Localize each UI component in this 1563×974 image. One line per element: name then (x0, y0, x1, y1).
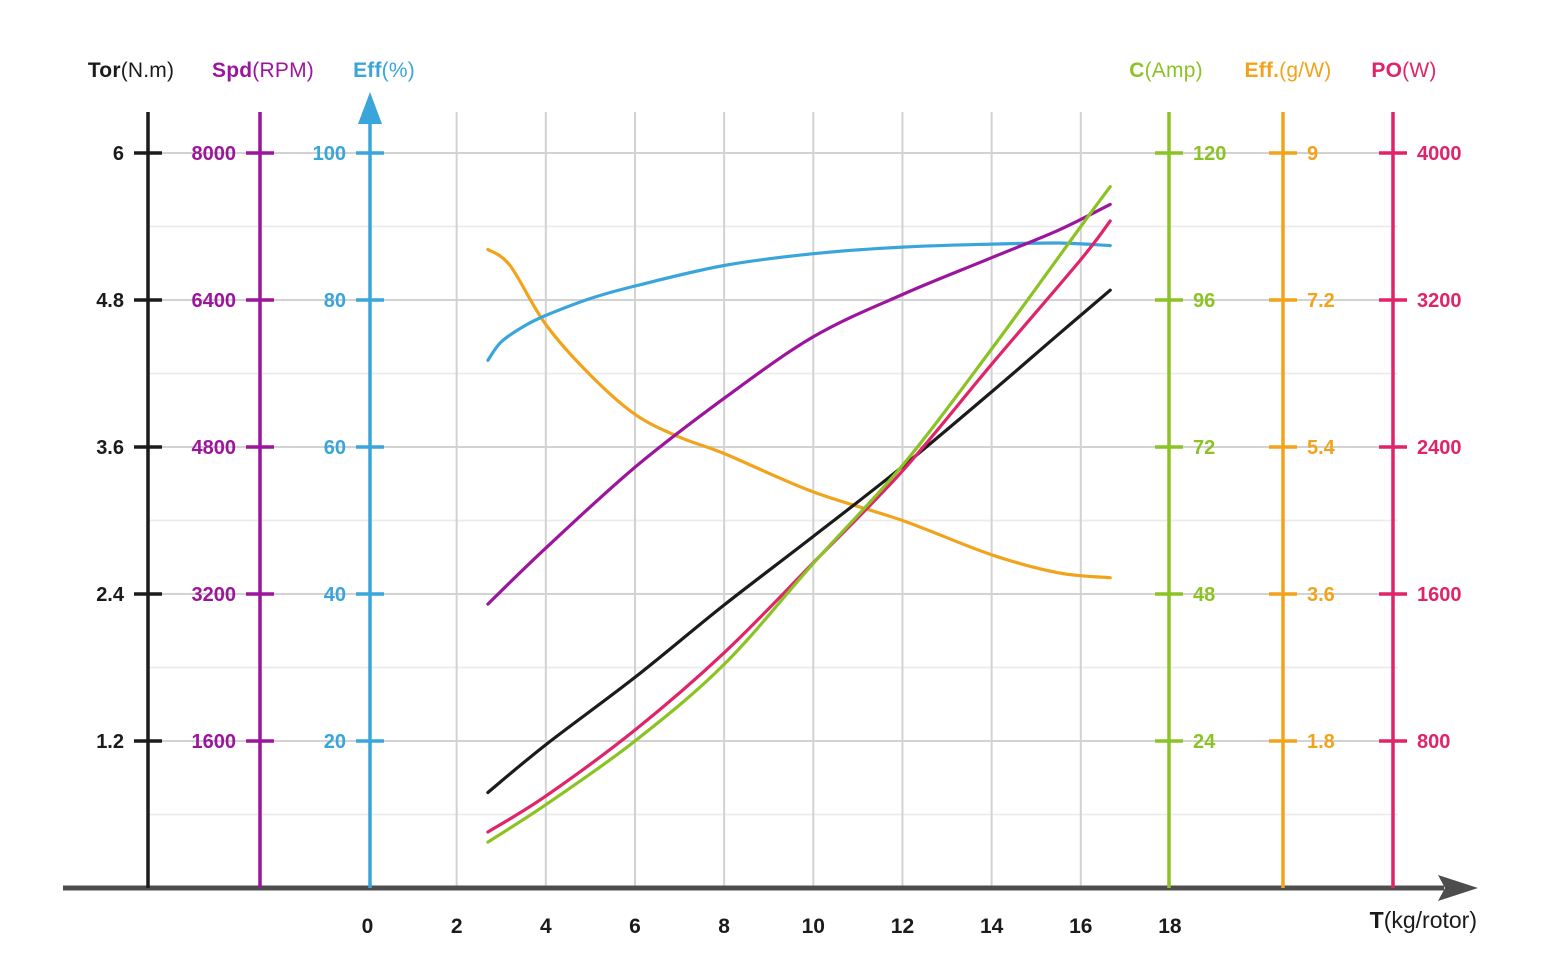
effgw-tick-label: 7.2 (1307, 290, 1335, 312)
c-axis-title-unit: (Amp) (1144, 59, 1203, 82)
x-tick-label: 12 (891, 915, 914, 938)
x-tick-label: 18 (1158, 915, 1182, 938)
x-axis-title-name: T (1369, 907, 1384, 933)
effgw-axis-title: Eff.(g/W) (1245, 59, 1332, 83)
eff-tick-label: 40 (324, 584, 346, 606)
po-axis-title-name: PO (1371, 59, 1403, 82)
c-tick-label: 24 (1193, 731, 1216, 753)
po-axis-title: PO(W) (1371, 59, 1436, 83)
tor-tick-label: 1.2 (96, 731, 124, 753)
x-tick-label: 0 (362, 915, 374, 938)
x-axis-title: T(kg/rotor) (1370, 907, 1477, 934)
eff-axis-arrow (358, 92, 382, 124)
spd-axis-title-unit: (RPM) (252, 59, 314, 82)
effgw-axis-title-name: Eff. (1244, 59, 1280, 82)
c-tick-label: 96 (1193, 290, 1215, 312)
series-spd-curve (486, 202, 1112, 606)
x-tick-label: 6 (629, 915, 641, 938)
eff-tick-label: 80 (324, 290, 346, 312)
eff-tick-label: 60 (324, 437, 346, 459)
series-effgw-curve (486, 247, 1112, 580)
x-tick-label: 8 (718, 915, 730, 938)
eff-tick-label: 20 (324, 731, 346, 753)
c-axis-title-name: C (1129, 59, 1145, 82)
c-tick-label: 48 (1193, 584, 1215, 606)
eff-axis-title: Eff(%) (353, 59, 415, 83)
x-tick-label: 10 (802, 915, 825, 938)
series-c-curve (486, 185, 1112, 844)
po-axis-title-unit: (W) (1402, 59, 1437, 82)
effgw-tick-label: 5.4 (1307, 437, 1336, 459)
x-axis-title-unit: (kg/rotor) (1383, 907, 1477, 933)
effgw-axis-title-unit: (g/W) (1279, 59, 1332, 82)
spd-axis-title: Spd(RPM) (212, 59, 314, 83)
tor-axis-title-unit: (N.m) (120, 59, 175, 82)
series-eff-curve (486, 241, 1112, 362)
x-axis-arrow (1438, 875, 1478, 901)
po-tick-label: 4000 (1417, 143, 1462, 165)
po-tick-label: 800 (1417, 731, 1450, 753)
spd-tick-label: 3200 (192, 584, 237, 606)
spd-tick-label: 8000 (192, 143, 237, 165)
c-tick-label: 120 (1193, 143, 1226, 165)
effgw-tick-label: 1.8 (1307, 731, 1335, 753)
x-tick-label: 2 (451, 915, 463, 938)
spd-axis-title-name: Spd (212, 59, 253, 82)
eff-tick-label: 100 (313, 143, 346, 165)
tor-tick-label: 3.6 (96, 437, 124, 459)
series-tor-curve (486, 288, 1112, 795)
po-tick-label: 2400 (1417, 437, 1462, 459)
c-tick-label: 72 (1193, 437, 1215, 459)
spd-tick-label: 4800 (192, 437, 237, 459)
tor-axis-title: Tor(N.m) (88, 59, 174, 83)
eff-axis-title-unit: (%) (381, 59, 415, 82)
c-axis-title: C(Amp) (1129, 59, 1203, 83)
tor-tick-label: 2.4 (96, 584, 125, 606)
tor-axis-title-name: Tor (87, 59, 121, 82)
tor-tick-label: 6 (113, 143, 124, 165)
po-tick-label: 3200 (1417, 290, 1462, 312)
effgw-tick-label: 3.6 (1307, 584, 1335, 606)
spd-tick-label: 1600 (192, 731, 237, 753)
x-tick-label: 4 (540, 915, 552, 938)
x-tick-label: 14 (980, 915, 1004, 938)
x-tick-label: 16 (1069, 915, 1092, 938)
tor-tick-label: 4.8 (96, 290, 124, 312)
spd-tick-label: 6400 (192, 290, 237, 312)
effgw-tick-label: 9 (1307, 143, 1318, 165)
po-tick-label: 1600 (1417, 584, 1462, 606)
eff-axis-title-name: Eff (353, 59, 382, 82)
